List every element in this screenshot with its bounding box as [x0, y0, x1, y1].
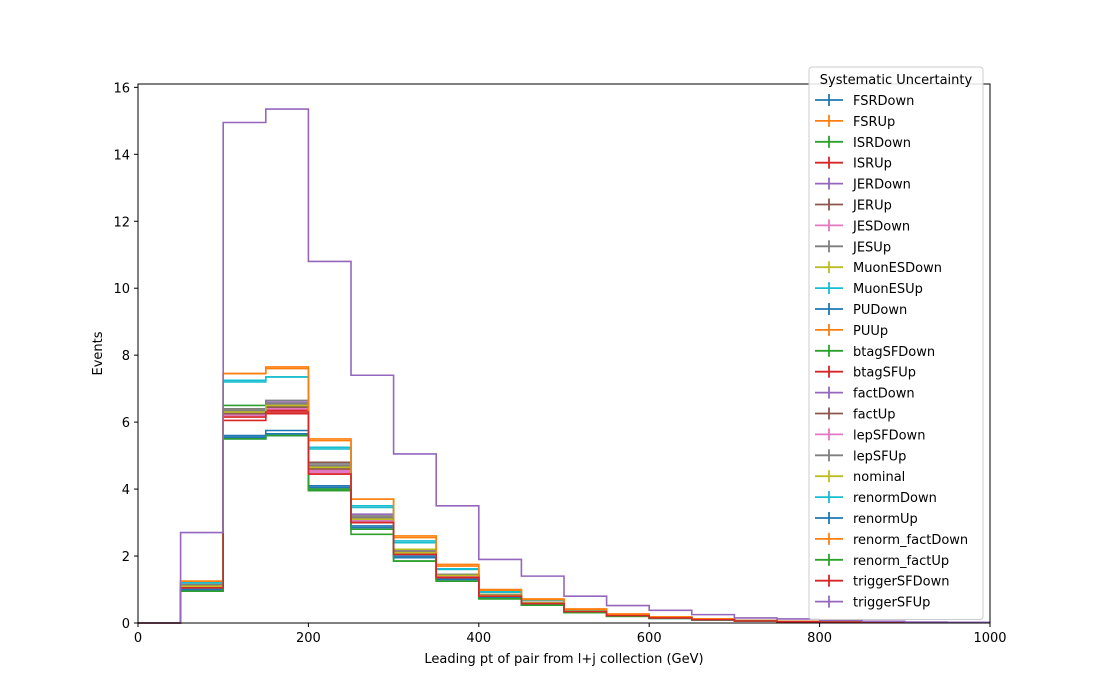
legend-item: FSRUp [815, 114, 895, 130]
legend-item: lepSFUp [815, 449, 906, 464]
legend-item: PUUp [815, 323, 888, 339]
legend-item: factDown [815, 386, 915, 402]
legend-label: PUDown [853, 303, 907, 318]
legend-box [808, 66, 984, 620]
legend-label: factDown [853, 387, 915, 402]
legend-label: btagSFUp [853, 366, 916, 381]
plot-area [138, 108, 990, 624]
legend-label: MuonESDown [853, 261, 942, 276]
y-tick-label: 16 [113, 81, 130, 96]
legend-item: MuonESUp [815, 282, 923, 297]
legend-item: lepSFDown [815, 428, 925, 443]
x-tick-label: 400 [466, 631, 491, 646]
x-axis-label: Leading pt of pair from l+j collection (… [424, 652, 703, 667]
x-tick-label: 1000 [973, 631, 1006, 646]
legend-label: renorm_factDown [853, 533, 968, 548]
y-tick-label: 2 [122, 550, 130, 565]
legend-item: renormUp [815, 512, 918, 527]
legend-item: renormDown [815, 491, 937, 506]
series-line-triggerSFDown [138, 411, 990, 624]
legend-item: JERDown [815, 177, 911, 193]
x-tick-label: 0 [134, 631, 142, 646]
y-tick-label: 14 [113, 148, 130, 163]
legend-item: JESUp [815, 240, 891, 255]
legend-label: PUUp [853, 324, 888, 339]
x-tick-label: 800 [807, 631, 832, 646]
series-line-triggerSFUp [138, 108, 990, 624]
legend-label: triggerSFUp [853, 596, 930, 611]
legend-item: renorm_factDown [815, 532, 968, 548]
y-tick-label: 4 [122, 483, 130, 498]
legend-label: factUp [853, 408, 896, 423]
legend-label: ISRDown [853, 136, 911, 151]
legend-title: Systematic Uncertainty [820, 73, 973, 88]
legend: Systematic Uncertainty FSRDown FSRUp ISRDo… [808, 66, 984, 620]
legend-item: triggerSFUp [815, 595, 930, 611]
legend-label: JERDown [852, 178, 911, 193]
legend-label: JESDown [852, 219, 910, 234]
y-tick-label: 6 [122, 416, 130, 431]
y-tick-label: 10 [113, 282, 130, 297]
legend-label: renormDown [853, 491, 937, 506]
legend-item: MuonESDown [815, 261, 942, 276]
legend-item: nominal [815, 470, 905, 485]
legend-label: renorm_factUp [853, 554, 949, 569]
axes: 0 200 400 600 800 1000 0 2 4 6 8 10 12 14 16 [113, 81, 1006, 646]
legend-item: PUDown [815, 303, 907, 318]
legend-label: nominal [853, 470, 905, 485]
y-tick-label: 12 [113, 215, 130, 230]
legend-label: renormUp [853, 512, 918, 527]
legend-item: triggerSFDown [815, 574, 949, 590]
y-axis-label: Events [91, 331, 106, 375]
legend-label: FSRDown [853, 94, 914, 109]
legend-item: ISRDown [815, 135, 911, 151]
legend-label: FSRUp [853, 115, 895, 130]
legend-items: FSRDown FSRUp ISRDown ISRUp JERDown JERUp JESD… [815, 94, 968, 611]
legend-item: btagSFDown [815, 344, 935, 360]
legend-label: MuonESUp [853, 282, 923, 297]
legend-item: JESDown [815, 219, 910, 234]
legend-item: FSRDown [815, 94, 914, 109]
legend-label: triggerSFDown [853, 575, 949, 590]
legend-item: JERUp [815, 198, 892, 214]
legend-label: lepSFUp [853, 449, 906, 464]
x-tick-label: 200 [296, 631, 321, 646]
legend-item: factUp [815, 407, 896, 423]
legend-label: JESUp [852, 240, 891, 255]
legend-item: ISRUp [815, 156, 892, 172]
legend-label: btagSFDown [853, 345, 935, 360]
x-tick-label: 600 [637, 631, 662, 646]
y-tick-label: 0 [122, 617, 130, 632]
legend-label: ISRUp [853, 157, 892, 172]
legend-label: lepSFDown [853, 428, 925, 443]
legend-label: JERUp [852, 199, 892, 214]
legend-item: btagSFUp [815, 365, 916, 381]
axes-frame [137, 83, 991, 624]
y-tick-label: 8 [122, 349, 130, 364]
legend-item: renorm_factUp [815, 553, 949, 569]
